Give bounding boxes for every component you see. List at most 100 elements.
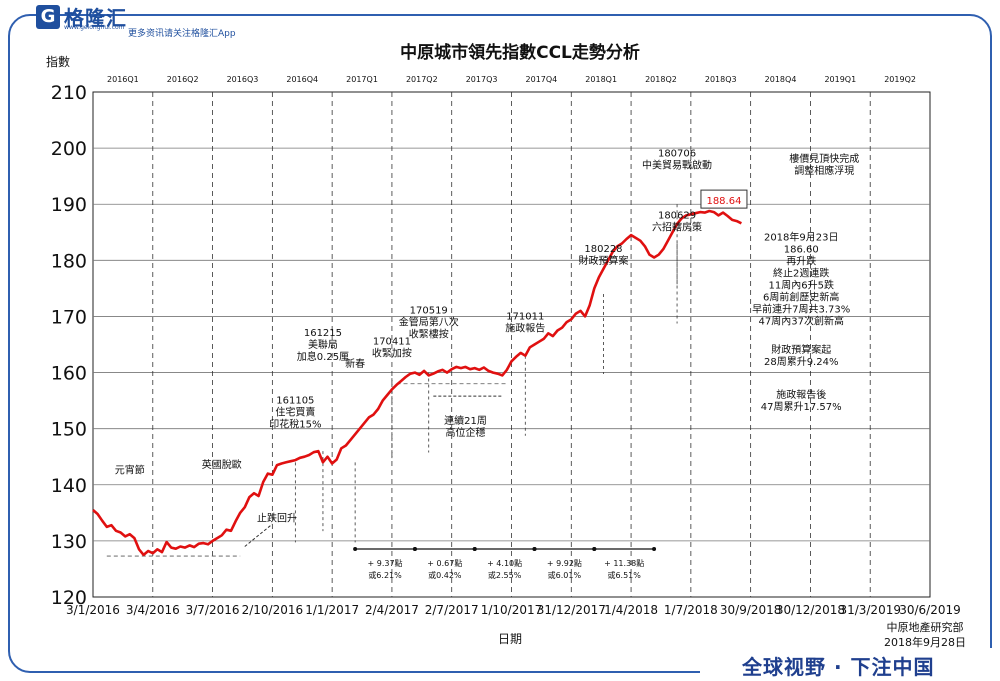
- annotation-text: 調整相應浮現: [794, 164, 854, 177]
- annotation-text: 186.60: [784, 245, 819, 256]
- annotation-text: 180629: [658, 210, 696, 221]
- x-tick-label: 31/3/2019: [839, 603, 901, 617]
- annotation-text: 美聯局: [308, 338, 338, 351]
- period-arrow-start: [353, 547, 358, 551]
- quarter-label: 2018Q3: [705, 75, 737, 84]
- period-change-label: 或6.01%: [548, 570, 582, 580]
- annotation-text: 171011: [506, 311, 544, 322]
- series-layer: 188.64: [92, 189, 748, 557]
- y-tick-label: 200: [51, 138, 87, 160]
- y-axis-label: 指數: [46, 54, 70, 69]
- annotation-text: 28周累升9.24%: [764, 356, 839, 368]
- period-arrow-start: [412, 547, 417, 551]
- annotation-text: 161105: [276, 395, 314, 406]
- x-tick-label: 1/1/2017: [305, 603, 359, 617]
- period-change-label: + 9.37點: [367, 558, 402, 568]
- logo-icon: G: [36, 5, 60, 29]
- quarter-label: 2018Q1: [585, 75, 617, 84]
- period-change-label: + 9.92點: [547, 558, 582, 568]
- y-tick-label: 120: [51, 587, 87, 609]
- footer-banner: 全球视野 · 下注中国: [742, 655, 935, 679]
- period-change-label: 或6.21%: [368, 570, 402, 580]
- x-tick-label: 2/4/2017: [365, 603, 419, 617]
- period-arrow-start: [472, 547, 477, 551]
- ccl-series-line: [92, 209, 742, 557]
- x-tick-label: 1/7/2018: [664, 603, 718, 617]
- annotation-text: 161215: [304, 328, 342, 339]
- last-value-box: [700, 189, 748, 209]
- period-arrow-end: [652, 547, 657, 551]
- x-tick-label: 1/4/2018: [604, 603, 658, 617]
- annotation-text: 施政報告: [505, 321, 545, 334]
- y-tick-label: 210: [51, 82, 87, 104]
- annotation-text: 47周內37次創新高: [759, 315, 844, 328]
- x-tick-label: 2/10/2016: [242, 603, 304, 617]
- annotation-text: 早前連升7周共3.73%: [752, 303, 850, 316]
- footer-banner-bg: [700, 648, 1000, 681]
- annotation-text: 加息0.25厘: [297, 350, 349, 363]
- annotation-text: 英國脫歐: [202, 458, 242, 471]
- period-change-label: 或6.51%: [607, 570, 641, 580]
- annotation-text: 高位企穩: [446, 426, 486, 439]
- annotation-text: 六招轄房策: [652, 220, 702, 233]
- quarter-label: 2016Q4: [286, 75, 318, 84]
- annotation-text: 印花稅15%: [269, 417, 321, 430]
- annotation-text: 施政報告後: [776, 388, 826, 401]
- x-tick-label: 2/7/2017: [425, 603, 479, 617]
- annotation-text: 180228: [584, 244, 622, 255]
- quarter-label: 2017Q3: [466, 75, 498, 84]
- y-axis-ticks: 120 130 140 150 160 170 180 190 200 210: [51, 82, 87, 609]
- guide-lines: [106, 204, 678, 557]
- x-tick-label: 1/10/2017: [481, 603, 543, 617]
- annotation-text: 170519: [410, 306, 448, 317]
- x-tick-label: 3/4/2016: [126, 603, 180, 617]
- x-axis-label: 日期: [498, 632, 522, 646]
- y-tick-label: 180: [51, 250, 87, 272]
- quarter-label: 2016Q3: [227, 75, 259, 84]
- annotation-text: 收緊樓按: [409, 328, 449, 341]
- rebound-arrow: [244, 523, 273, 547]
- x-tick-label: 30/6/2019: [899, 603, 961, 617]
- annotation-text: 樓價見頂快完成: [789, 152, 859, 165]
- annotation-text: 2018年9月23日: [764, 231, 839, 244]
- annotation-text: 住宅買賣: [275, 405, 315, 418]
- quarter-labels: 2016Q1 2016Q2 2016Q3 2016Q4 2017Q1 2017Q2 2017…: [107, 75, 916, 84]
- chart-frame: [8, 14, 992, 673]
- annotation-text: 中美貿易戰啟動: [642, 159, 712, 172]
- source-date: 2018年9月28日: [884, 635, 966, 649]
- period-arrow-start: [592, 547, 597, 551]
- source-label: 中原地產研究部: [887, 620, 964, 634]
- last-value-label: 188.64: [706, 196, 741, 207]
- x-axis-ticks: 3/1/2016 3/4/2016 3/7/2016 2/10/2016 1/1/201…: [66, 603, 961, 617]
- annotation-text: 財政預算案: [578, 254, 628, 267]
- y-tick-label: 150: [51, 419, 87, 441]
- annotation-text: 170411: [373, 337, 411, 348]
- period-change-label: + 0.67點: [427, 558, 462, 568]
- x-tick-label: 3/7/2016: [186, 603, 240, 617]
- quarter-label: 2016Q2: [167, 75, 199, 84]
- annotation-text: 金管局第八次: [399, 316, 459, 329]
- annotation-text: 47周累升17.57%: [761, 401, 842, 413]
- logo-text: 格隆汇: [64, 6, 127, 30]
- quarter-label: 2018Q4: [765, 75, 797, 84]
- quarter-label: 2016Q1: [107, 75, 139, 84]
- y-tick-label: 160: [51, 363, 87, 385]
- period-change-label: 或2.55%: [488, 570, 522, 580]
- chart-title: 中原城市領先指數CCL走勢分析: [400, 42, 640, 63]
- quarter-label: 2018Q2: [645, 75, 677, 84]
- y-tick-label: 140: [51, 475, 87, 497]
- annotation-text: 連續21周: [444, 414, 487, 427]
- y-tick-label: 130: [51, 531, 87, 553]
- quarter-label: 2019Q2: [884, 75, 916, 84]
- x-tick-label: 31/12/2017: [537, 603, 606, 617]
- logo-url: www.gelonghui.com: [64, 24, 125, 31]
- period-change-label: 或0.42%: [428, 570, 462, 580]
- annotation-text: 6周前創歷史新高: [763, 291, 839, 304]
- period-arrow-start: [532, 547, 537, 551]
- annotation-text: 元宵節: [115, 464, 145, 477]
- quarter-label: 2019Q1: [824, 75, 856, 84]
- quarter-label: 2017Q1: [346, 75, 378, 84]
